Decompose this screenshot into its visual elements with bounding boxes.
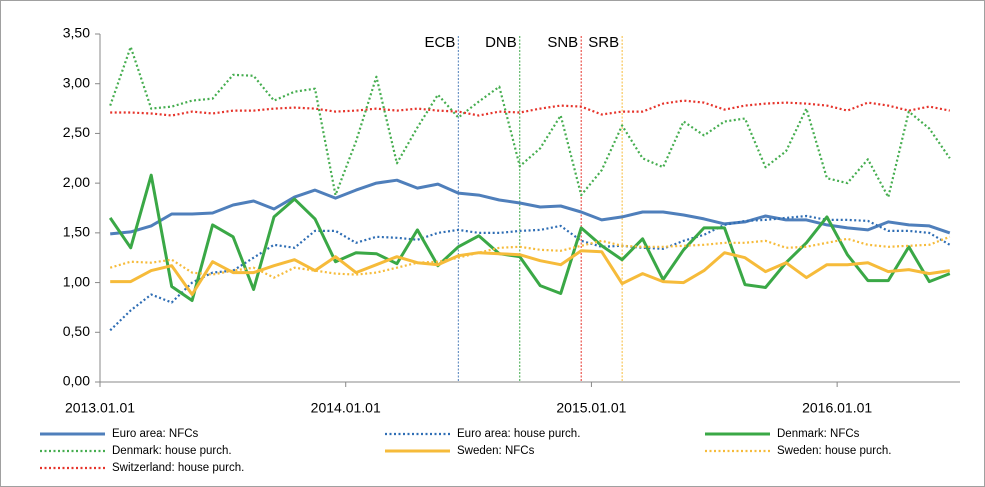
legend-label: Switzerland: house purch. bbox=[112, 462, 244, 474]
x-tick-label: 2015.01.01 bbox=[556, 400, 626, 416]
event-label: ECB bbox=[424, 34, 455, 51]
x-tick-label: 2013.01.01 bbox=[65, 400, 135, 416]
event-label: DNB bbox=[485, 34, 517, 51]
series-line bbox=[110, 249, 951, 296]
y-tick-label: 2,00 bbox=[63, 174, 90, 190]
y-tick-label: 3,00 bbox=[63, 74, 90, 90]
event-label: SRB bbox=[588, 34, 619, 51]
series-line bbox=[108, 173, 951, 302]
y-tick-label: 0,00 bbox=[63, 373, 90, 389]
legend-label: Denmark: house purch. bbox=[112, 445, 232, 457]
series-line bbox=[109, 214, 951, 332]
series-line bbox=[110, 178, 951, 236]
x-tick-label: 2016.01.01 bbox=[802, 400, 872, 416]
legend-label: Sweden: NFCs bbox=[457, 445, 535, 457]
y-tick-label: 1,50 bbox=[63, 224, 90, 240]
series-line bbox=[110, 99, 951, 117]
y-tick-label: 1,00 bbox=[63, 273, 90, 289]
legend-label: Euro area: house purch. bbox=[457, 428, 580, 440]
series-line bbox=[109, 45, 951, 199]
y-tick-label: 2,50 bbox=[63, 124, 90, 140]
y-tick-label: 3,50 bbox=[63, 25, 90, 41]
legend-label: Euro area: NFCs bbox=[112, 428, 199, 440]
series-line bbox=[109, 235, 951, 279]
x-tick-label: 2014.01.01 bbox=[311, 400, 381, 416]
y-tick-label: 0,50 bbox=[63, 323, 90, 339]
legend-label: Denmark: NFCs bbox=[777, 428, 860, 440]
legend-label: Sweden: house purch. bbox=[777, 445, 891, 457]
event-label: SNB bbox=[547, 34, 578, 51]
